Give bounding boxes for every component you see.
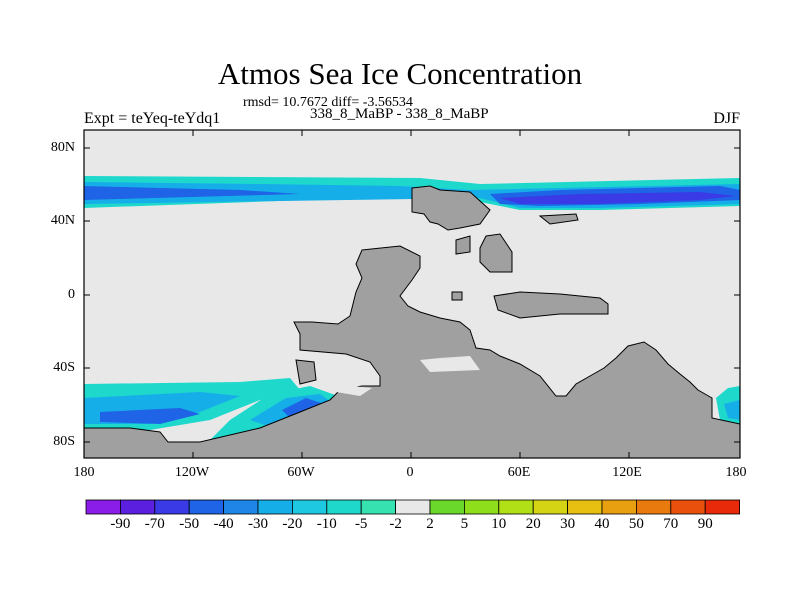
colorbar-label: 2 — [426, 516, 434, 532]
lon-tick-120e: 120E — [612, 465, 642, 480]
colorbar-swatch — [360, 499, 397, 515]
lon-tick-180e: 180 — [725, 465, 747, 480]
colorbar-label: -70 — [144, 516, 165, 532]
colorbar-label: -10 — [316, 516, 337, 532]
colorbar-swatch — [257, 499, 293, 515]
colorbar-swatch — [120, 499, 156, 515]
colorbar-label: 5 — [460, 516, 469, 532]
stats-line: rmsd= 10.7672 diff= -3.56534 — [243, 95, 413, 110]
colorbar-label: 10 — [491, 516, 507, 532]
colorbar-swatch — [670, 499, 706, 515]
colorbar-label: -40 — [213, 516, 234, 532]
ocean-cutouts — [320, 356, 480, 396]
colorbar-swatch — [567, 499, 603, 515]
colorbar-label: 70 — [663, 516, 679, 532]
colorbar-label: 40 — [594, 516, 610, 532]
period-label: 338_8_MaBP - 338_8_MaBP — [310, 106, 489, 122]
colorbar-label: -30 — [248, 516, 268, 532]
colorbar-swatch — [395, 499, 431, 515]
colorbar-label: 50 — [628, 516, 644, 532]
chart-title: Atmos Sea Ice Concentration — [217, 56, 583, 91]
lat-tick-80s: 80S — [53, 434, 75, 449]
colorbar-swatch — [532, 499, 569, 515]
colorbar-swatch — [429, 499, 465, 515]
colorbar-swatch — [291, 499, 328, 515]
lon-tick-60e: 60E — [507, 465, 531, 480]
lat-tick-40s: 40S — [53, 360, 75, 375]
lon-tick-180w: 180 — [73, 465, 95, 480]
colorbar-swatch — [463, 499, 500, 515]
colorbar-swatch — [223, 499, 259, 515]
lon-tick-0: 0 — [406, 465, 414, 480]
colorbar-swatch — [85, 499, 121, 515]
colorbar-label: 90 — [697, 516, 713, 532]
colorbar-label: -20 — [282, 516, 303, 532]
land-masses — [83, 185, 741, 459]
colorbar-swatch — [601, 499, 637, 515]
lat-tick-0: 0 — [68, 287, 75, 302]
colorbar-swatch — [636, 499, 672, 515]
colorbar-label: -2 — [389, 516, 402, 532]
experiment-label: Expt = teYeq-teYdq1 — [84, 110, 221, 127]
colorbar-swatch — [326, 499, 362, 515]
colorbar-swatch — [704, 499, 741, 515]
colorbar-swatch — [188, 499, 224, 515]
colorbar-label: 30 — [560, 516, 576, 532]
season-label: DJF — [713, 110, 740, 127]
colorbar-label: -5 — [354, 516, 368, 532]
lon-tick-60w: 60W — [287, 465, 315, 480]
plot-frame — [83, 129, 741, 459]
colorbar-label: -50 — [179, 516, 200, 532]
axis-ticks — [84, 130, 740, 458]
colorbar — [85, 499, 741, 515]
colorbar-label: 20 — [525, 516, 541, 532]
lat-tick-40n: 40N — [50, 213, 75, 228]
colorbar-swatch — [154, 499, 190, 515]
lat-tick-80n: 80N — [50, 140, 75, 155]
colorbar-label: -90 — [110, 516, 131, 532]
colorbar-swatch — [498, 499, 534, 515]
lon-tick-120w: 120W — [174, 465, 210, 480]
